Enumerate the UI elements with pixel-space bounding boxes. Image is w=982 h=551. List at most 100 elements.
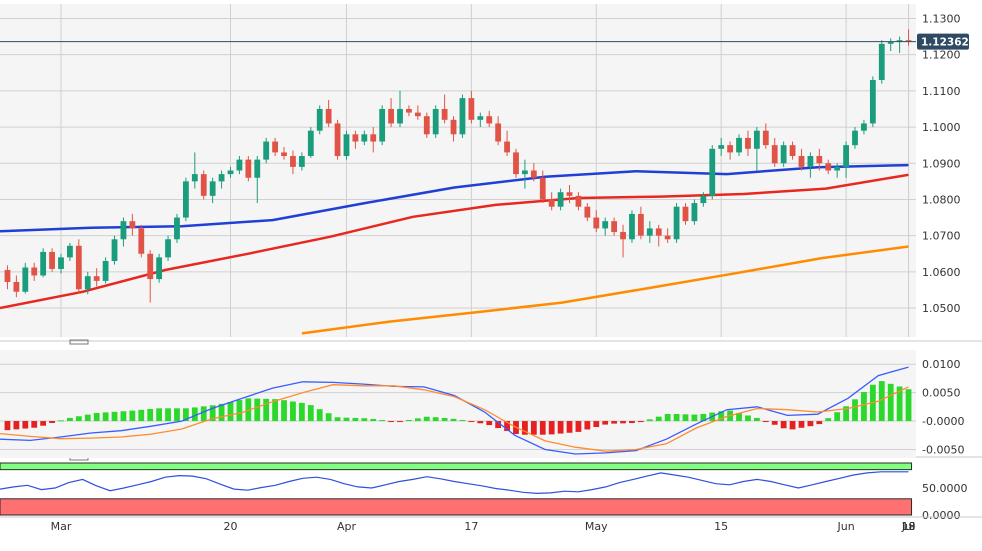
candle-body (459, 98, 466, 135)
macd-histogram-bar (263, 398, 270, 422)
candle-body (798, 156, 805, 167)
x-tick-label: 15 (714, 520, 728, 533)
candle-body (852, 130, 858, 146)
candle-body (200, 174, 207, 196)
macd-histogram-bar (290, 401, 296, 422)
candle-body (584, 206, 591, 218)
macd-histogram-bar (459, 420, 466, 422)
candle-body (450, 119, 457, 135)
candle-body (753, 130, 760, 149)
candle-body (227, 170, 234, 175)
macd-histogram-bar (120, 411, 127, 422)
macd-histogram-bar (629, 421, 635, 424)
macd-histogram-bar (129, 410, 136, 422)
panel-resize-handle[interactable] (69, 339, 89, 345)
macd-histogram-bar (896, 386, 903, 422)
macd-histogram-bar (522, 421, 528, 435)
candle-body (486, 116, 493, 124)
candle-body (290, 156, 296, 167)
macd-histogram-bar (762, 421, 769, 423)
candle-body (182, 181, 189, 218)
macd-histogram-bar (602, 421, 609, 425)
macd-histogram-bar (67, 417, 73, 422)
candle-body (406, 108, 412, 113)
macd-histogram-bar (655, 416, 662, 422)
candle-body (343, 134, 350, 157)
candle-body (49, 251, 55, 269)
price-axis-label: 1.1200 (922, 49, 961, 62)
candle-body (218, 174, 225, 182)
x-tick-label: 20 (224, 520, 238, 533)
candle-body (93, 276, 100, 281)
macd-histogram-bar (227, 401, 234, 422)
candle-body (700, 195, 707, 204)
x-tick-label: 19 (902, 520, 916, 533)
candle-body (477, 116, 484, 120)
macd-histogram-bar (31, 421, 38, 428)
macd-histogram-bar (771, 421, 778, 425)
macd-histogram-bar (700, 413, 707, 422)
macd-panel: 0.0100 0.0050 -0.0000 -0.0050 (0, 350, 964, 458)
macd-histogram-bar (673, 414, 680, 422)
macd-histogram-bar (548, 421, 555, 435)
candle-body (816, 156, 823, 164)
candle-body (414, 112, 421, 117)
macd-histogram-bar (432, 417, 439, 422)
candle-body (745, 137, 751, 149)
candle-body (682, 206, 689, 222)
candle-body (709, 148, 716, 196)
macd-histogram-bar (691, 414, 698, 422)
candle-body (522, 170, 528, 175)
price-axis-label: 1.1000 (922, 121, 961, 134)
macd-histogram-bar (557, 421, 564, 434)
candle-body (548, 199, 555, 207)
candle-body (905, 40, 912, 42)
macd-histogram-bar (22, 421, 29, 429)
candle-body (869, 80, 876, 124)
macd-histogram-bar (316, 409, 323, 422)
macd-histogram-bar (637, 421, 644, 423)
macd-line (0, 366, 909, 455)
candle-body (807, 156, 814, 167)
macd-histogram-bar (191, 407, 198, 422)
candle-body (397, 108, 403, 124)
candle-body (316, 108, 323, 131)
price-panel: 1.1300 1.1200 1.1100 1.1000 1.0900 1.0800 1.07… (0, 4, 982, 461)
macd-histogram-bar (352, 417, 359, 422)
candle-body (655, 228, 662, 236)
macd-histogram-bar (307, 405, 314, 422)
candle-body (789, 145, 796, 157)
macd-histogram-bar (298, 402, 305, 422)
macd-histogram-bar (566, 421, 573, 433)
candle-body (165, 239, 171, 258)
candle-body (58, 257, 64, 269)
macd-histogram-bar (843, 406, 849, 422)
candle-body (138, 228, 145, 254)
macd-histogram-bar (504, 421, 510, 432)
macd-histogram-bar (138, 409, 145, 422)
candle-body (432, 108, 439, 135)
macd-histogram-bar (495, 421, 502, 429)
macd-histogram-bar (468, 421, 475, 423)
candle-body (539, 177, 546, 200)
macd-histogram-bar (861, 392, 867, 422)
macd-histogram-bar (4, 421, 11, 431)
candle-body (887, 42, 894, 44)
macd-histogram-bar (13, 421, 20, 430)
macd-histogram-bar (584, 421, 591, 430)
candle-body (423, 116, 430, 135)
macd-histogram-bar (620, 421, 626, 424)
macd-histogram-bar (40, 421, 47, 426)
macd-histogram-bar (905, 389, 912, 422)
last-price-label: 1.123620 (921, 37, 976, 49)
moving-average-line (0, 163, 909, 233)
macd-histogram-bar (887, 383, 894, 422)
candle-body (75, 245, 82, 290)
candle-body (575, 195, 582, 207)
candle-body (209, 181, 216, 196)
candle-body (825, 163, 832, 171)
candle-body (31, 267, 38, 276)
candle-body (495, 123, 502, 142)
candle-body (111, 239, 118, 261)
macd-histogram-bar (218, 403, 225, 422)
